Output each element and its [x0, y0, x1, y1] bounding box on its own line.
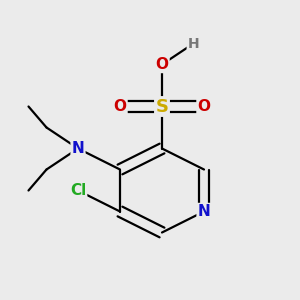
- Text: Cl: Cl: [70, 183, 86, 198]
- Text: N: N: [72, 141, 84, 156]
- Text: H: H: [188, 37, 199, 50]
- Text: O: O: [197, 99, 211, 114]
- Text: S: S: [155, 98, 169, 116]
- Text: O: O: [155, 57, 169, 72]
- Text: N: N: [198, 204, 210, 219]
- Text: O: O: [113, 99, 127, 114]
